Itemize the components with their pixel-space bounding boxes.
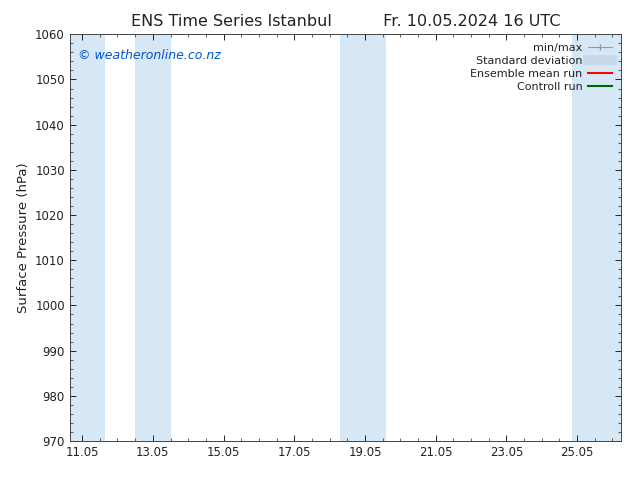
Bar <box>572 34 621 441</box>
Bar <box>340 34 386 441</box>
Bar <box>135 34 171 441</box>
Bar <box>70 34 105 441</box>
Title: ENS Time Series Istanbul          Fr. 10.05.2024 16 UTC: ENS Time Series Istanbul Fr. 10.05.2024 … <box>131 14 560 29</box>
Legend: min/max, Standard deviation, Ensemble mean run, Controll run: min/max, Standard deviation, Ensemble me… <box>467 40 616 95</box>
Text: © weatheronline.co.nz: © weatheronline.co.nz <box>78 49 221 62</box>
Y-axis label: Surface Pressure (hPa): Surface Pressure (hPa) <box>16 162 30 313</box>
